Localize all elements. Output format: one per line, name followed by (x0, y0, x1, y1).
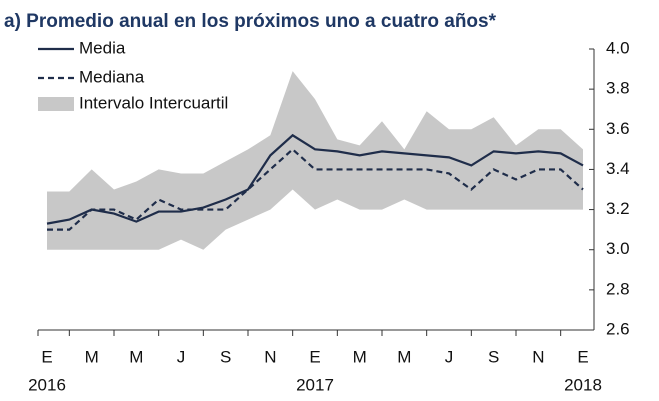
y-tick-label: 2.8 (606, 279, 630, 298)
mean-line (46, 133, 584, 225)
year-label: 2018 (564, 375, 602, 394)
x-tick-label: S (488, 347, 499, 366)
y-tick-label: 4.0 (606, 38, 630, 57)
legend-label: Media (79, 38, 126, 57)
y-tick-label: 3.0 (606, 239, 630, 258)
x-tick-label: M (85, 347, 99, 366)
chart-title: a) Promedio anual en los próximos uno a … (4, 11, 497, 32)
y-tick-label: 2.6 (606, 319, 630, 338)
x-tick-label: M (353, 347, 367, 366)
x-tick-label: M (397, 347, 411, 366)
y-tick-label: 3.2 (606, 199, 630, 218)
x-tick-label: N (264, 347, 276, 366)
legend-swatch (38, 97, 74, 111)
median-line (47, 147, 584, 231)
legend-label: Intervalo Intercuartil (79, 93, 228, 112)
x-tick-label: E (41, 347, 52, 366)
x-tick-label: J (177, 347, 186, 366)
x-tick-label: N (532, 347, 544, 366)
x-tick-label: M (129, 347, 143, 366)
x-tick-label: E (577, 347, 588, 366)
legend-label: Mediana (79, 67, 145, 86)
y-tick-label: 3.8 (606, 79, 630, 98)
y-tick-label: 3.6 (606, 119, 630, 138)
x-tick-label: S (220, 347, 231, 366)
year-label: 2016 (28, 375, 66, 394)
y-tick-label: 3.4 (606, 159, 630, 178)
x-tick-label: J (445, 347, 454, 366)
x-tick-label: E (309, 347, 320, 366)
year-label: 2017 (296, 375, 334, 394)
interquartile-band (47, 71, 583, 250)
